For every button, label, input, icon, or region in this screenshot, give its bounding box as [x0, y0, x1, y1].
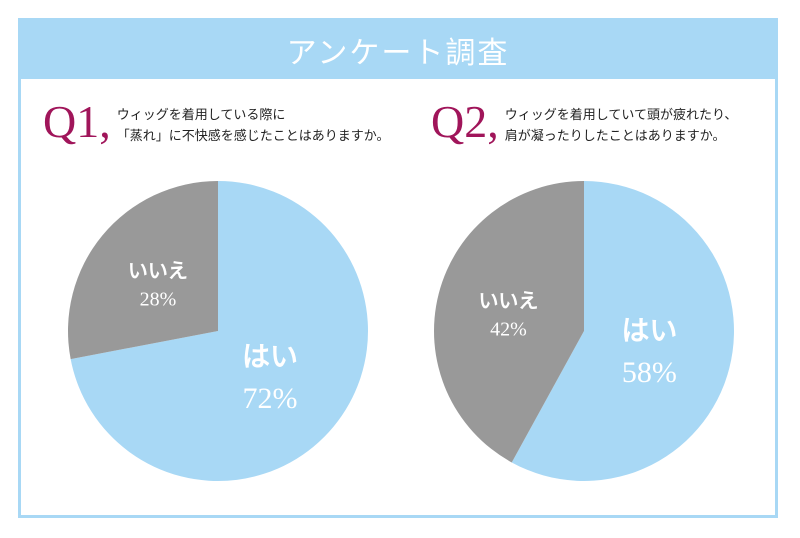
- pie-slice-1-value: 28%: [140, 288, 177, 310]
- question-2-line-1: ウィッグを着用していて頭が疲れたり、: [504, 108, 738, 123]
- pie-slice-1: [67, 181, 218, 360]
- pie-slice-1-label: いいえ: [128, 258, 188, 282]
- question-2-number: Q2,: [431, 96, 499, 147]
- title-bar: アンケート調査: [21, 21, 775, 79]
- pie-slice-1: [433, 181, 584, 463]
- pie-slice-0: [511, 181, 734, 481]
- question-2: Q2, ウィッグを着用していて頭が疲れたり、 肩が凝ったりしたことはありますか。: [431, 99, 737, 147]
- pie-slice-0-value: 58%: [622, 356, 677, 389]
- question-1: Q1, ウィッグを着用している際に 「蒸れ」に不快感を感じたことはありますか。: [43, 99, 389, 147]
- pie-chart-q1: はい 72% いいえ 28%: [67, 181, 368, 481]
- pie-slice-0-label: はい: [621, 314, 677, 347]
- question-2-line-2: 肩が凝ったりしたことはありますか。: [504, 129, 726, 144]
- pie-chart-q2: はい 58% いいえ 42%: [433, 181, 734, 481]
- question-1-line-1: ウィッグを着用している際に: [116, 108, 286, 123]
- survey-frame: アンケート調査 Q1, ウィッグを着用している際に 「蒸れ」に不快感を感じたこと…: [18, 18, 778, 518]
- pie-slice-0-label: はい: [242, 340, 298, 373]
- question-1-text: ウィッグを着用している際に 「蒸れ」に不快感を感じたことはありますか。: [117, 105, 390, 147]
- question-2-text: ウィッグを着用していて頭が疲れたり、 肩が凝ったりしたことはありますか。: [505, 105, 738, 147]
- page-title: アンケート調査: [286, 36, 510, 71]
- pie-slice-1-value: 42%: [490, 319, 527, 341]
- question-1-number: Q1,: [43, 96, 111, 147]
- pie-slice-0-value: 72%: [243, 382, 298, 415]
- question-1-line-2: 「蒸れ」に不快感を感じたことはありますか。: [116, 129, 390, 144]
- pie-slice-1-label: いいえ: [478, 289, 538, 313]
- pie-slice-0: [70, 181, 368, 481]
